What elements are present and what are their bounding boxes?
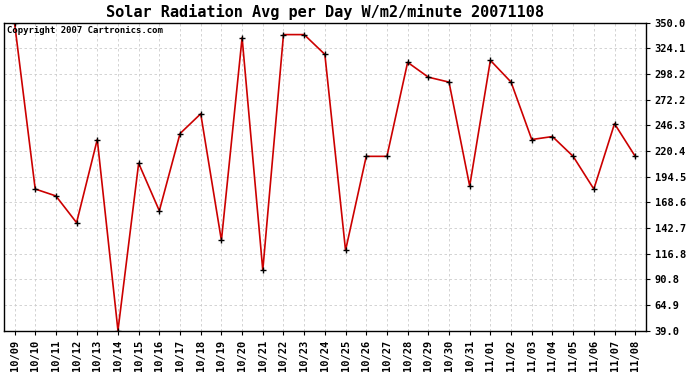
Text: Copyright 2007 Cartronics.com: Copyright 2007 Cartronics.com bbox=[8, 26, 164, 35]
Title: Solar Radiation Avg per Day W/m2/minute 20071108: Solar Radiation Avg per Day W/m2/minute … bbox=[106, 4, 544, 20]
